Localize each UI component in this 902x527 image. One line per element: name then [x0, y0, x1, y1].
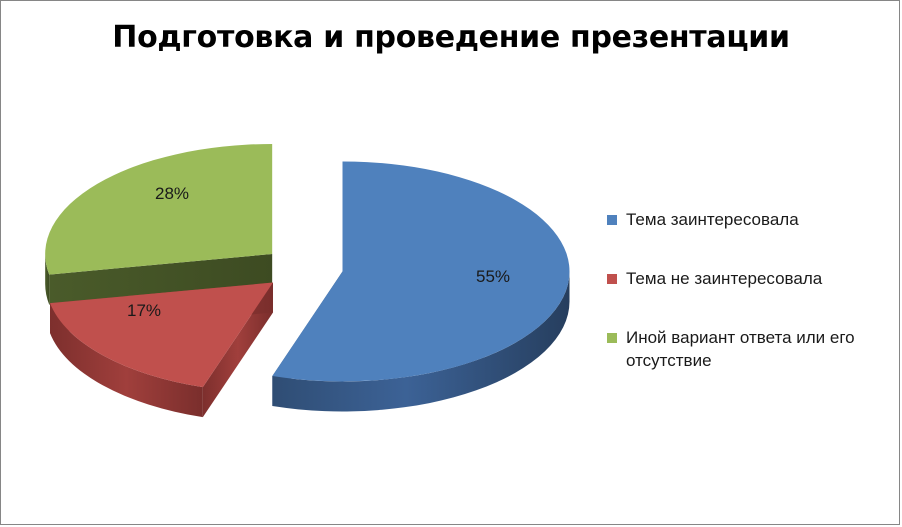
legend-item-other-answer: Иной вариант ответа или его отсутствие: [607, 326, 897, 372]
legend-swatch: [607, 274, 617, 284]
data-label-green: 28%: [155, 184, 189, 203]
legend-swatch: [607, 333, 617, 343]
pie-slice-top: [272, 161, 570, 382]
legend-label: Иной вариант ответа или его отсутствие: [626, 328, 855, 370]
pie-slice-green: [45, 143, 273, 305]
pie-slice-top: [50, 282, 273, 388]
legend-item-topic-interested: Тема заинтересовала: [607, 208, 897, 231]
legend-label: Тема не заинтересовала: [626, 269, 823, 288]
pie-slice-red: [50, 282, 273, 418]
chart-title: Подготовка и проведение презентации: [112, 20, 790, 55]
pie-slice-top: [45, 143, 273, 275]
chart-legend: Тема заинтересовала Тема не заинтересова…: [607, 208, 897, 372]
pie-slice-wall: [49, 253, 273, 305]
legend-label: Тема заинтересовала: [626, 210, 799, 229]
data-label-blue: 55%: [476, 267, 510, 286]
data-label-red: 17%: [127, 301, 161, 320]
pie-slice-wall: [202, 282, 273, 418]
pie-slice-side: [45, 253, 50, 305]
legend-swatch: [607, 215, 617, 225]
pie-slice-side: [272, 271, 570, 412]
pie-slice-side: [50, 303, 203, 418]
legend-item-topic-not-interested: Тема не заинтересовала: [607, 267, 897, 290]
pie-slice-blue: [272, 161, 570, 412]
